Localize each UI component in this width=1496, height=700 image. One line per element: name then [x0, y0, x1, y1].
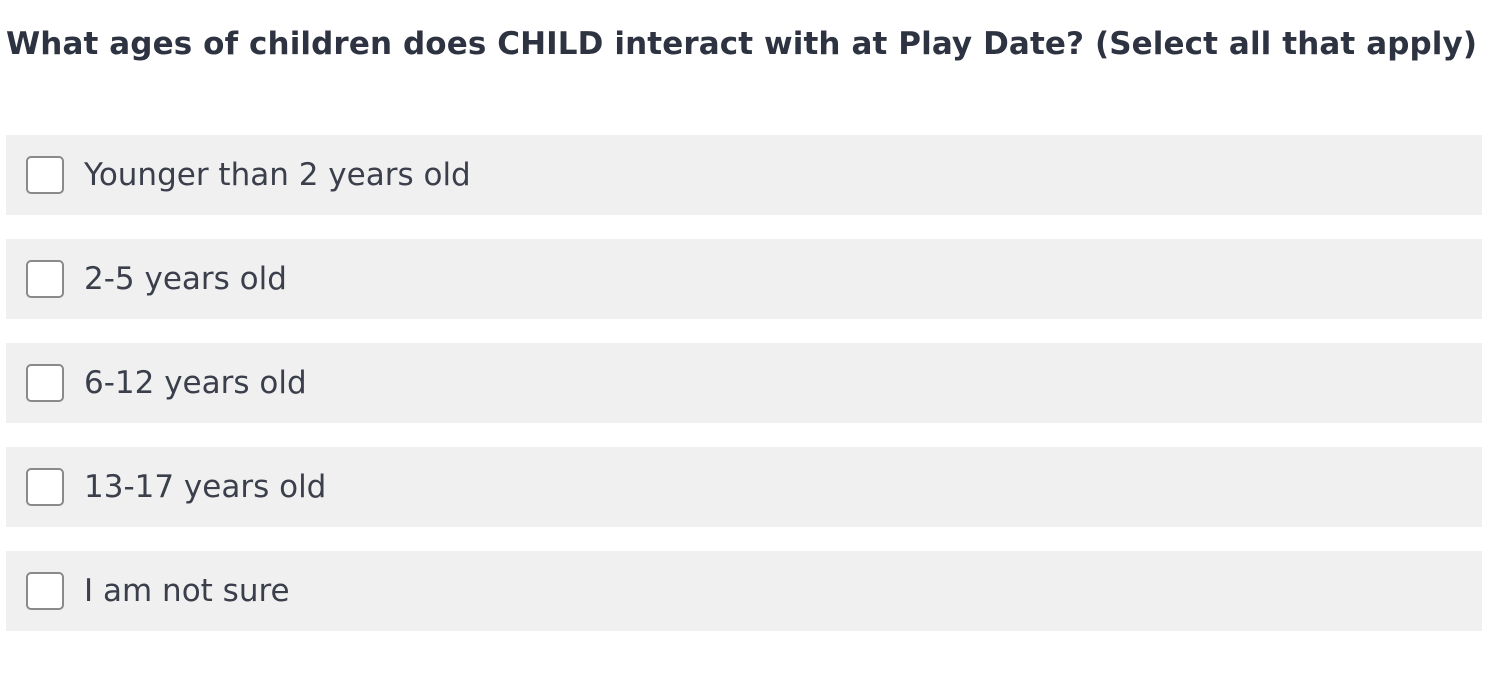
- checkbox[interactable]: [26, 260, 64, 298]
- checkbox[interactable]: [26, 572, 64, 610]
- checkbox[interactable]: [26, 364, 64, 402]
- option-6-12[interactable]: 6-12 years old: [6, 343, 1482, 423]
- question-title: What ages of children does CHILD interac…: [6, 26, 1478, 62]
- checkbox[interactable]: [26, 156, 64, 194]
- option-label: Younger than 2 years old: [84, 157, 471, 193]
- option-label: I am not sure: [84, 573, 290, 609]
- option-13-17[interactable]: 13-17 years old: [6, 447, 1482, 527]
- option-label: 2-5 years old: [84, 261, 287, 297]
- checkbox[interactable]: [26, 468, 64, 506]
- option-label: 13-17 years old: [84, 469, 327, 505]
- option-younger-than-2[interactable]: Younger than 2 years old: [6, 135, 1482, 215]
- option-label: 6-12 years old: [84, 365, 307, 401]
- option-2-5[interactable]: 2-5 years old: [6, 239, 1482, 319]
- option-not-sure[interactable]: I am not sure: [6, 551, 1482, 631]
- options-list: Younger than 2 years old 2-5 years old 6…: [6, 135, 1482, 655]
